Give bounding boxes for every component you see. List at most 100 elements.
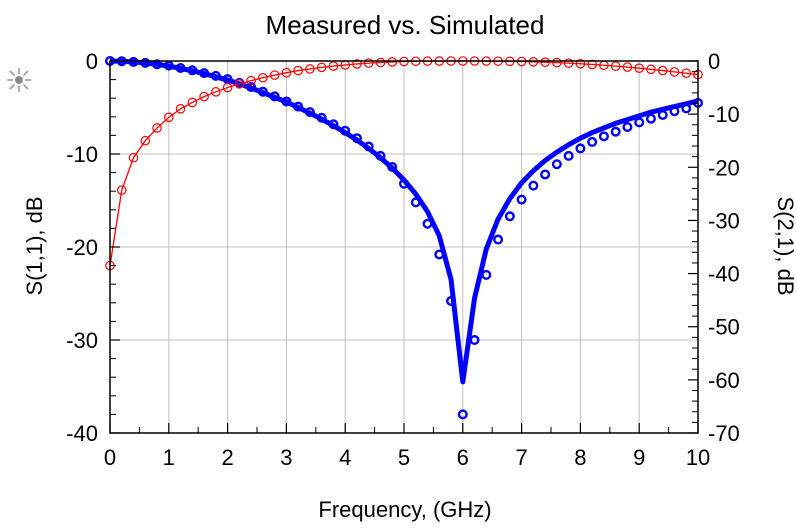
s11-measured-point: [199, 68, 210, 79]
marker-crosshair-icon[interactable]: [7, 68, 31, 92]
s21-point: [305, 64, 315, 74]
x-tick-label: 4: [339, 445, 351, 470]
s21-point: [363, 58, 374, 68]
s11-measured-point: [669, 106, 680, 117]
s21-point: [681, 68, 692, 79]
s11-measured-point: [598, 131, 609, 142]
s11-measured-point: [622, 122, 633, 133]
y-right-tick-label: -60: [708, 368, 740, 393]
s11-measured-point: [551, 159, 562, 170]
marker-icon-center: [15, 76, 23, 84]
x-tick-label: 6: [457, 445, 469, 470]
s11-measured-point: [504, 211, 515, 222]
s21-point: [152, 123, 162, 133]
s21-point: [116, 185, 127, 195]
y-right-tick-label: -10: [708, 102, 740, 127]
s21-point: [246, 75, 256, 86]
x-tick-label: 1: [163, 445, 175, 470]
s21-point: [646, 64, 656, 75]
s11-measured-point: [375, 150, 386, 161]
y-right-tick-label: -30: [708, 208, 740, 233]
y-right-tick-label: -20: [708, 155, 740, 180]
x-tick-label: 5: [398, 445, 410, 470]
x-tick-label: 10: [686, 445, 710, 470]
s11-measured-point: [446, 295, 457, 306]
x-tick-label: 3: [280, 445, 292, 470]
s11-measured-point: [351, 133, 362, 144]
s21-point: [657, 65, 668, 76]
s21-point: [622, 62, 633, 72]
s11-measured-point: [387, 162, 398, 173]
s21-point: [281, 67, 292, 78]
s11-measured-point: [410, 197, 421, 208]
s21-point: [387, 57, 398, 67]
s11-measured-point: [469, 335, 480, 346]
s11-measured-point: [481, 269, 492, 280]
chart-title: Measured vs. Simulated: [266, 10, 545, 40]
s11-measured-point: [457, 409, 468, 420]
y-left-tick-label: -30: [66, 328, 98, 353]
x-tick-label: 0: [104, 445, 116, 470]
s21-point: [128, 152, 139, 163]
x-tick-label: 8: [574, 445, 586, 470]
y-right-tick-label: -70: [708, 421, 740, 446]
s11-measured-point: [281, 96, 292, 107]
s11-measured-point: [540, 169, 551, 180]
s21-point: [258, 72, 268, 83]
y-left-tick-label: -20: [66, 235, 98, 260]
x-axis-label: Frequency, (GHz): [318, 497, 491, 522]
y-right-tick-label: -50: [708, 315, 740, 340]
tick-labels: 0 1 2 3 4 5 6 7 8 9 100-10-20-30-400-10-20-30-40-5…: [66, 49, 740, 470]
s11-measured-point: [399, 178, 410, 189]
s11-measured-point: [210, 70, 221, 81]
s11-measured-point: [304, 107, 315, 118]
y-right-tick-label: -40: [708, 262, 740, 287]
s11-measured-point: [422, 218, 433, 229]
s21-point: [140, 135, 151, 146]
s11-measured-point: [516, 194, 527, 205]
s21-point: [293, 65, 303, 76]
s11-measured-point: [187, 65, 198, 76]
grid-lines: [110, 61, 698, 433]
s21-point: [552, 57, 562, 68]
s11-measured-point: [681, 103, 692, 114]
s11-measured-point: [246, 82, 257, 93]
s21-point: [352, 59, 362, 69]
s21-point: [211, 87, 221, 97]
s11-measured-point: [128, 56, 139, 67]
x-tick-label: 9: [633, 445, 645, 470]
s11-measured-point: [657, 109, 668, 120]
marker-icon-rays: [7, 68, 31, 92]
y-left-tick-label: -40: [66, 421, 98, 446]
y-right-tick-label: 0: [708, 49, 720, 74]
s21-point: [175, 104, 186, 114]
s11-measured-point: [140, 57, 151, 68]
y-axis-right-label: S(2,1), dB: [773, 196, 796, 295]
plot-frame: [109, 60, 699, 434]
s11-measured-point: [528, 180, 539, 191]
s21-point: [328, 61, 339, 71]
s21-point: [610, 61, 621, 71]
s11-measured-point: [610, 126, 621, 137]
s21-point: [199, 91, 209, 102]
s11-measured-point: [587, 136, 598, 147]
s21-point: [540, 57, 550, 67]
axes-layer: [109, 60, 699, 434]
s21-point: [575, 58, 586, 69]
s21-point: [234, 79, 245, 89]
s11-measured-point: [634, 117, 645, 128]
y-left-tick-label: 0: [86, 49, 98, 74]
x-tick-label: 2: [221, 445, 233, 470]
s21-point: [634, 63, 644, 73]
s11-measured-point: [269, 91, 280, 102]
s11-measured-point: [293, 101, 304, 112]
s21-point: [269, 70, 280, 80]
s21-point: [316, 62, 327, 73]
s11-measured-point: [434, 249, 445, 260]
s11-measured-point: [175, 62, 186, 73]
s11-measured-point: [363, 141, 374, 152]
s21-point: [563, 58, 574, 68]
s11-measured-point: [645, 113, 656, 124]
